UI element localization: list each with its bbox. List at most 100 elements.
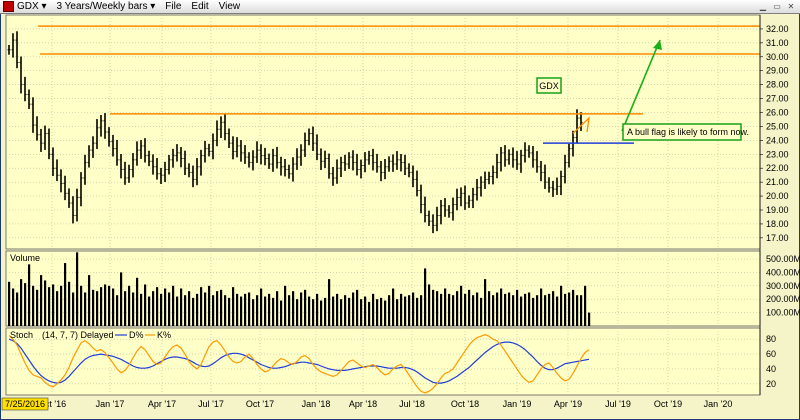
arrow-head-icon xyxy=(653,40,662,50)
stoch-k-line xyxy=(8,334,590,394)
stoch-panel xyxy=(5,327,761,396)
volume-bar xyxy=(332,296,335,326)
volume-bars xyxy=(8,252,591,326)
volume-bar xyxy=(464,293,467,326)
volume-bar xyxy=(188,291,191,326)
volume-bar xyxy=(212,295,215,326)
volume-bar xyxy=(388,295,391,326)
volume-bar xyxy=(432,289,435,326)
volume-bar xyxy=(384,300,387,326)
volume-bar xyxy=(236,293,239,326)
y-tick-label: 200.00M xyxy=(766,294,800,304)
x-tick-label: Apr '18 xyxy=(349,399,377,409)
note-box xyxy=(622,123,742,141)
y-tick-label: 400.00M xyxy=(766,267,800,277)
legend-d-label: D% xyxy=(129,330,144,340)
y-tick-label: 31.00 xyxy=(766,38,789,48)
volume-bar xyxy=(412,292,415,326)
volume-bar xyxy=(436,291,439,326)
volume-title: Volume xyxy=(10,253,40,263)
volume-bar xyxy=(12,288,15,326)
volume-bar xyxy=(52,284,55,326)
chart-canvas: Oct '16 Jan '17 Apr '17 Jul '17 Oct '17 Jan '… xyxy=(1,14,800,411)
volume-bar xyxy=(344,295,347,326)
volume-bar xyxy=(96,291,99,326)
volume-bar xyxy=(16,292,19,326)
volume-bar xyxy=(72,292,75,326)
volume-bar xyxy=(572,289,575,326)
volume-bar xyxy=(320,300,323,326)
price-bars xyxy=(7,31,583,234)
volume-bar xyxy=(484,279,487,326)
volume-bar xyxy=(180,288,183,326)
menu-file[interactable]: File xyxy=(165,1,182,12)
volume-bar xyxy=(352,292,355,326)
x-tick-label: Jul '17 xyxy=(198,399,224,409)
volume-bar xyxy=(532,297,535,326)
volume-bar xyxy=(588,312,591,326)
close-icon[interactable]: ✕ xyxy=(787,2,795,11)
volume-bar xyxy=(460,285,463,326)
y-tick-label: 18.00 xyxy=(766,219,789,229)
volume-bar xyxy=(24,283,27,326)
volume-bar xyxy=(368,301,371,326)
minimize-icon[interactable]: ▁ xyxy=(759,2,767,11)
volume-bar xyxy=(392,288,395,326)
volume-bar xyxy=(580,295,583,326)
x-tick-label: Jul '18 xyxy=(399,399,425,409)
restore-icon[interactable]: ▭ xyxy=(773,2,781,11)
y-tick-label: 20.00 xyxy=(766,191,789,201)
volume-bar xyxy=(568,292,571,326)
y-tick-label: 40 xyxy=(766,364,776,374)
volume-bar xyxy=(564,293,567,326)
volume-bar xyxy=(264,296,267,326)
volume-bar xyxy=(308,296,311,326)
volume-bar xyxy=(440,293,443,326)
volume-bar xyxy=(520,296,523,326)
volume-bar xyxy=(504,293,507,326)
volume-bar xyxy=(496,292,499,326)
volume-bar xyxy=(136,277,139,326)
volume-bar xyxy=(364,296,367,326)
volume-bar xyxy=(92,289,95,326)
volume-bar xyxy=(408,295,411,326)
volume-bar xyxy=(64,263,67,326)
volume-bar xyxy=(260,288,263,326)
volume-bar xyxy=(220,289,223,326)
y-tick-label: 29.00 xyxy=(766,66,789,76)
volume-bar xyxy=(380,297,383,326)
volume-bar xyxy=(396,299,399,326)
volume-bar xyxy=(552,291,555,326)
volume-bar xyxy=(80,285,83,326)
volume-bar xyxy=(492,295,495,326)
volume-bar xyxy=(324,297,327,326)
volume-bar xyxy=(256,295,259,326)
volume-panel xyxy=(5,250,761,327)
menu-edit[interactable]: Edit xyxy=(191,1,209,12)
volume-bar xyxy=(376,299,379,326)
y-tick-label: 32.00 xyxy=(766,24,789,34)
volume-bar xyxy=(84,292,87,326)
volume-bar xyxy=(356,289,359,326)
volume-bar xyxy=(300,292,303,326)
volume-bar xyxy=(216,291,219,326)
volume-bar xyxy=(448,293,451,326)
symbol-selector[interactable]: GDX ▾ xyxy=(17,1,47,12)
y-tick-label: 27.00 xyxy=(766,94,789,104)
volume-bar xyxy=(112,288,115,326)
volume-bar xyxy=(116,295,119,326)
period-selector[interactable]: 3 Years/Weekly bars ▾ xyxy=(56,1,156,12)
volume-bar xyxy=(528,292,531,326)
legend-k-label: K% xyxy=(157,330,171,340)
volume-bar xyxy=(500,288,503,326)
menu-view[interactable]: View xyxy=(218,1,241,12)
x-tick-label: Oct '17 xyxy=(246,399,274,409)
volume-bar xyxy=(100,287,103,326)
volume-bar xyxy=(48,287,51,326)
volume-bar xyxy=(196,293,199,326)
stoch-d-line xyxy=(8,338,590,384)
x-tick-label: Oct '16 xyxy=(38,399,66,409)
volume-bar xyxy=(36,289,39,326)
volume-bar xyxy=(584,285,587,326)
volume-bar xyxy=(508,292,511,326)
